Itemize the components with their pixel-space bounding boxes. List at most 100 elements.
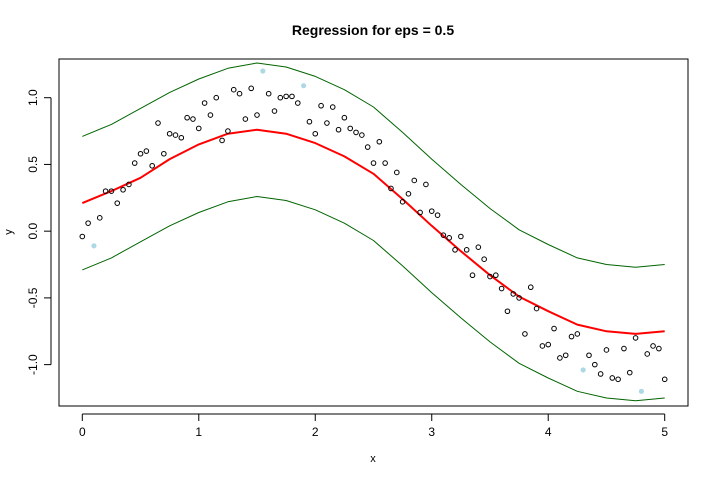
data-point — [516, 295, 522, 301]
data-point — [172, 132, 179, 138]
data-point — [434, 212, 441, 218]
y-tick-label: 1.0 — [26, 89, 40, 106]
data-point — [219, 137, 225, 144]
data-point — [533, 305, 540, 312]
data-point — [213, 94, 220, 101]
regression-line — [81, 128, 665, 335]
x-tick-label: 5 — [661, 425, 668, 439]
data-point — [126, 181, 132, 188]
data-point — [562, 352, 569, 359]
y-tick-label: 0.5 — [26, 156, 40, 173]
data-point — [242, 116, 249, 122]
data-point — [347, 125, 354, 132]
data-point — [504, 308, 511, 315]
data-point — [522, 331, 528, 337]
data-point — [510, 291, 517, 297]
data-point — [265, 90, 272, 97]
data-point — [417, 209, 423, 216]
x-tick-label: 0 — [79, 425, 86, 439]
data-point — [388, 185, 394, 192]
data-point — [440, 232, 447, 238]
chart-title: Regression for eps = 0.5 — [292, 22, 454, 38]
data-point — [539, 343, 546, 349]
outlier-point — [260, 68, 266, 74]
data-point — [644, 351, 651, 357]
data-point — [458, 233, 464, 240]
y-tick-label: -0.5 — [26, 287, 40, 308]
data-point — [597, 371, 604, 377]
data-point — [341, 114, 348, 121]
data-point — [650, 343, 656, 349]
data-point — [131, 160, 138, 166]
x-tick-label: 3 — [428, 425, 435, 439]
data-point — [364, 144, 371, 150]
data-point — [551, 325, 557, 332]
data-point — [254, 112, 260, 118]
band-line — [82, 62, 665, 268]
data-point — [498, 285, 505, 292]
data-point — [271, 108, 278, 114]
data-point — [527, 284, 534, 291]
data-point — [306, 118, 313, 125]
data-point — [423, 181, 429, 188]
data-point — [487, 273, 493, 280]
data-point — [207, 112, 214, 118]
data-point — [230, 86, 237, 93]
data-point — [493, 272, 499, 279]
y-tick-label: -1.0 — [26, 354, 40, 375]
data-point — [393, 169, 400, 176]
data-point — [428, 208, 435, 214]
data-point — [277, 94, 284, 101]
plot-frame — [58, 58, 689, 407]
data-point — [626, 369, 633, 376]
x-axis-label: x — [370, 453, 376, 465]
data-point — [201, 100, 208, 106]
data-point — [79, 233, 86, 240]
outlier-point — [638, 388, 645, 394]
data-point — [353, 129, 359, 136]
data-point — [149, 162, 155, 169]
data-point — [405, 190, 412, 197]
band-line — [82, 196, 665, 402]
data-point — [609, 375, 616, 381]
x-tick-label: 1 — [195, 425, 202, 439]
data-point — [294, 100, 301, 106]
data-point — [568, 333, 575, 340]
data-point — [376, 138, 383, 145]
data-point — [452, 247, 458, 253]
outlier-point — [580, 367, 586, 373]
data-point — [161, 150, 167, 157]
data-point — [114, 200, 121, 206]
data-point — [603, 347, 610, 353]
data-point — [382, 160, 388, 166]
data-point — [143, 148, 150, 154]
data-point — [329, 104, 336, 110]
data-point — [85, 220, 91, 226]
data-point — [190, 116, 196, 122]
data-point — [411, 177, 418, 184]
data-point — [166, 130, 173, 137]
data-point — [586, 352, 592, 359]
data-point — [96, 215, 103, 221]
data-point — [155, 120, 161, 126]
data-point — [283, 93, 289, 100]
data-point — [248, 85, 254, 92]
data-point — [469, 272, 476, 279]
data-point — [557, 355, 563, 361]
y-axis-label: y — [3, 229, 15, 235]
data-point — [463, 247, 470, 253]
data-point — [475, 244, 482, 250]
data-point — [108, 188, 115, 194]
data-point — [592, 361, 598, 368]
data-point — [359, 132, 365, 138]
data-point — [184, 114, 190, 121]
data-point — [481, 256, 487, 262]
data-point — [661, 376, 668, 383]
data-point — [574, 331, 581, 337]
outlier-point — [301, 83, 307, 89]
y-tick-label: 0.0 — [26, 223, 40, 240]
data-point — [545, 341, 552, 348]
data-point — [318, 102, 324, 109]
